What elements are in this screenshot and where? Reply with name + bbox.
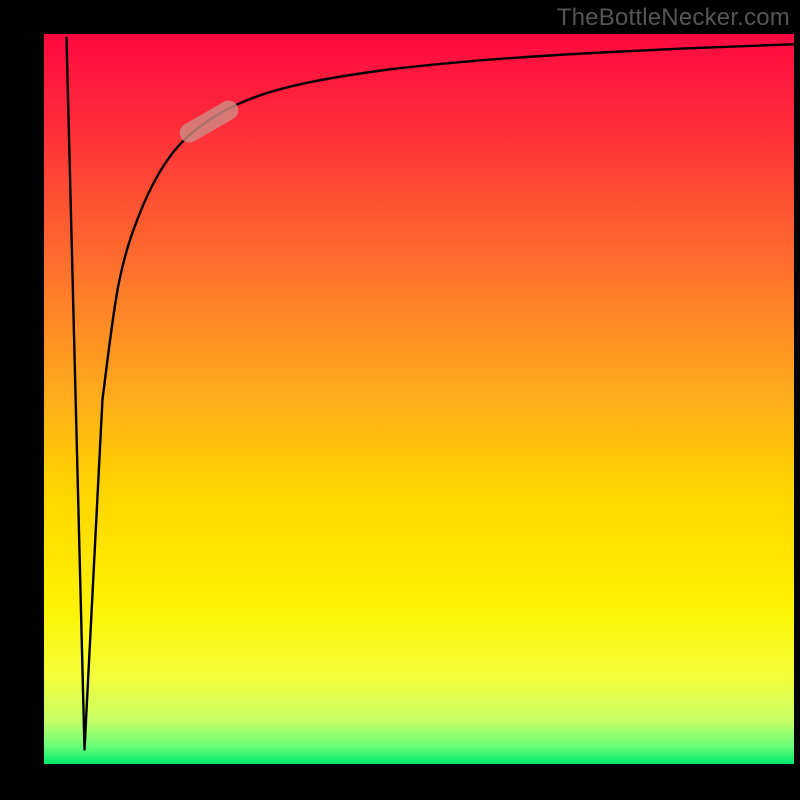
watermark-text: TheBottleNecker.com xyxy=(557,4,790,32)
chart-frame: TheBottleNecker.com xyxy=(0,0,800,800)
plot-area xyxy=(44,34,794,764)
gradient-bg xyxy=(44,34,794,764)
plot-svg xyxy=(44,34,794,764)
